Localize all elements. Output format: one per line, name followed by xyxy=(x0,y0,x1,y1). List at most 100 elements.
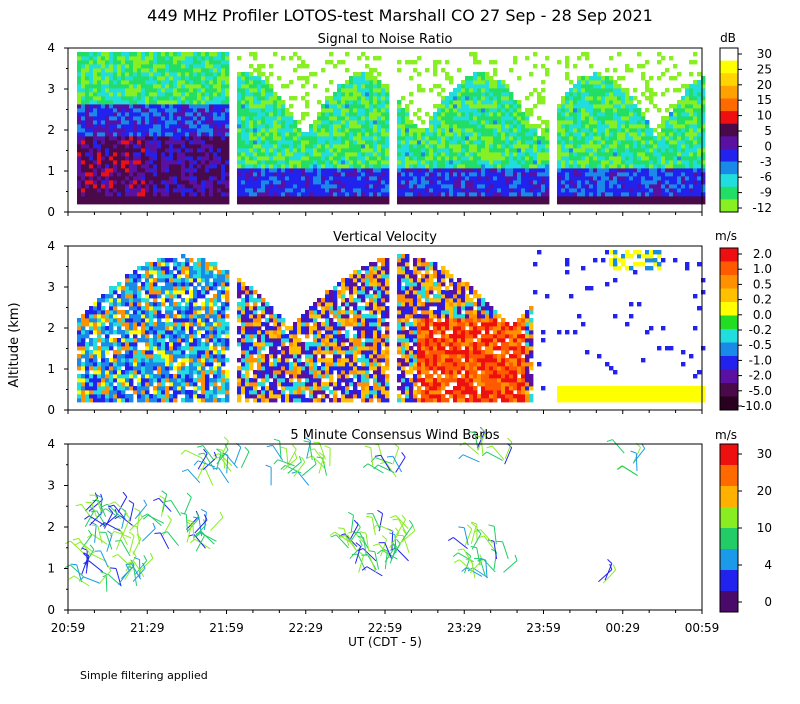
heat-cell xyxy=(449,140,453,144)
heat-cell xyxy=(141,176,145,180)
heat-cell xyxy=(81,144,85,148)
heat-cell xyxy=(217,160,221,164)
heat-cell xyxy=(425,172,429,176)
heat-cell xyxy=(637,164,641,168)
heat-cell xyxy=(533,180,537,184)
heat-cell xyxy=(421,200,425,204)
heat-cell xyxy=(173,52,177,56)
heat-cell xyxy=(505,92,509,96)
heat-cell xyxy=(473,184,477,188)
heat-cell xyxy=(141,152,145,156)
heat-cell xyxy=(565,56,569,60)
heat-cell xyxy=(593,108,597,112)
heat-cell xyxy=(505,124,509,128)
heat-cell xyxy=(457,144,461,148)
heat-cell xyxy=(581,140,585,144)
heat-cell xyxy=(105,366,109,370)
heat-cell xyxy=(117,84,121,88)
heat-cell xyxy=(129,152,133,156)
heat-cell xyxy=(613,108,617,112)
heat-cell xyxy=(397,148,401,152)
heat-cell xyxy=(597,140,601,144)
heat-cell xyxy=(501,120,505,124)
heat-cell xyxy=(621,112,625,116)
heat-cell xyxy=(645,144,649,148)
heat-cell xyxy=(517,188,521,192)
heat-cell xyxy=(529,200,533,204)
heat-cell xyxy=(601,108,605,112)
heat-cell xyxy=(349,176,353,180)
heat-cell xyxy=(633,96,637,100)
heat-cell xyxy=(425,196,429,200)
heat-cell xyxy=(257,100,261,104)
heat-cell xyxy=(641,172,645,176)
heat-cell xyxy=(101,378,105,382)
heat-cell xyxy=(617,92,621,96)
heat-cell xyxy=(89,72,93,76)
heat-cell xyxy=(181,156,185,160)
heat-cell xyxy=(261,116,265,120)
heat-cell xyxy=(121,164,125,168)
heat-cell xyxy=(661,180,665,184)
heat-cell xyxy=(317,132,321,136)
heat-cell xyxy=(541,100,545,104)
heat-cell xyxy=(145,84,149,88)
heat-cell xyxy=(381,104,385,108)
heat-cell xyxy=(369,140,373,144)
heat-cell xyxy=(589,144,593,148)
heat-cell xyxy=(253,176,257,180)
heat-cell xyxy=(197,84,201,88)
heat-cell xyxy=(569,192,573,196)
heat-cell xyxy=(253,112,257,116)
heat-cell xyxy=(89,164,93,168)
heat-cell xyxy=(665,172,669,176)
heat-cell xyxy=(573,188,577,192)
heat-cell xyxy=(657,76,661,80)
heat-cell xyxy=(681,192,685,196)
heat-cell xyxy=(253,168,257,172)
heat-cell xyxy=(121,84,125,88)
heat-cell xyxy=(589,96,593,100)
heat-cell xyxy=(213,140,217,144)
heat-cell xyxy=(481,180,485,184)
heat-cell xyxy=(301,176,305,180)
heat-cell xyxy=(669,128,673,132)
heat-cell xyxy=(477,84,481,88)
heat-cell xyxy=(445,200,449,204)
heat-cell xyxy=(373,200,377,204)
heat-cell xyxy=(589,128,593,132)
heat-cell xyxy=(245,100,249,104)
heat-cell xyxy=(161,184,165,188)
heat-cell xyxy=(581,164,585,168)
heat-cell xyxy=(645,148,649,152)
heat-cell xyxy=(177,200,181,204)
heat-cell xyxy=(345,132,349,136)
heat-cell xyxy=(253,164,257,168)
colorbar-label: -3 xyxy=(760,155,772,169)
heat-cell xyxy=(329,128,333,132)
heat-cell xyxy=(169,68,173,72)
heat-cell xyxy=(577,200,581,204)
heat-cell xyxy=(161,120,165,124)
heat-cell xyxy=(85,314,89,318)
heat-cell xyxy=(377,72,381,76)
heat-cell xyxy=(437,144,441,148)
heat-cell xyxy=(505,100,509,104)
heat-cell xyxy=(325,100,329,104)
heat-cell xyxy=(473,80,477,84)
heat-cell xyxy=(169,120,173,124)
heat-cell xyxy=(609,188,613,192)
heat-cell xyxy=(433,144,437,148)
heat-cell xyxy=(677,156,681,160)
heat-cell xyxy=(369,152,373,156)
heat-cell xyxy=(293,124,297,128)
heat-cell xyxy=(609,168,613,172)
heat-cell xyxy=(217,112,221,116)
heat-cell xyxy=(449,160,453,164)
heat-cell xyxy=(213,80,217,84)
heat-cell xyxy=(421,140,425,144)
heat-cell xyxy=(237,148,241,152)
heat-cell xyxy=(509,68,513,72)
heat-cell xyxy=(161,124,165,128)
heat-cell xyxy=(125,160,129,164)
